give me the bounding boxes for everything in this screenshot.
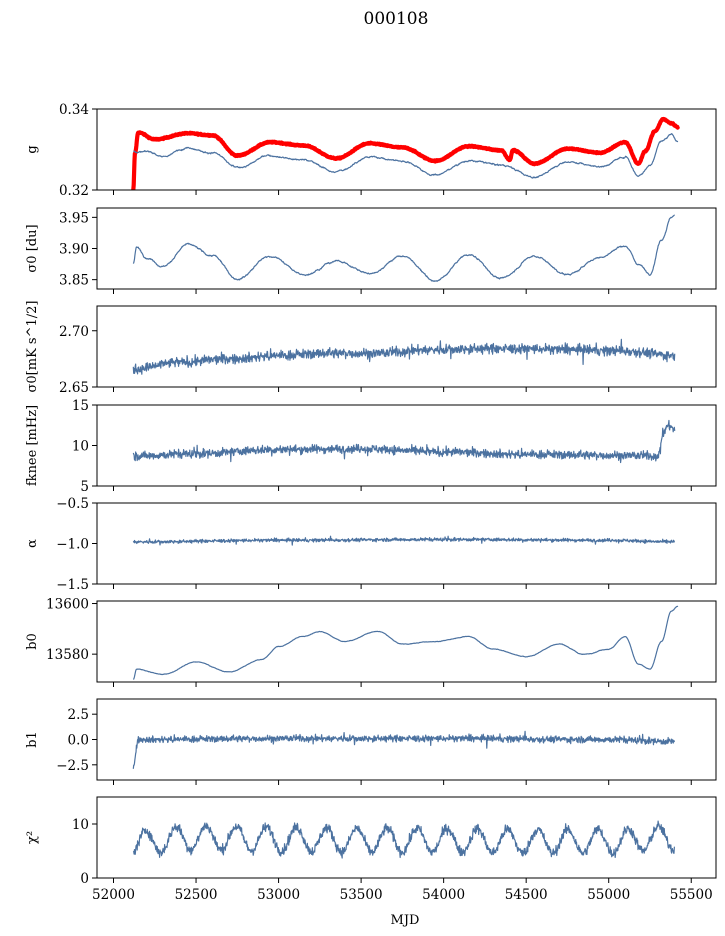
- series-line-1: [132, 730, 675, 769]
- series-line-1: [132, 338, 676, 375]
- panel-6-series: [132, 605, 679, 680]
- panel-7-series: [132, 730, 675, 769]
- panel-3: 2.65 2.70 σ0[mK s^1/2]: [25, 301, 717, 396]
- panel-5-series: [132, 535, 676, 546]
- series-line-1: [132, 535, 676, 546]
- y-axis-label: fknee [mHz]: [25, 405, 40, 486]
- y-tick-label: 10: [72, 439, 89, 455]
- y-tick-label: −1.5: [56, 577, 89, 593]
- y-tick-label: −2.5: [56, 758, 89, 774]
- panel-4-series: [132, 419, 676, 464]
- y-axis-label: b1: [25, 731, 40, 748]
- y-axis-label: σ0 [du]: [25, 224, 40, 272]
- x-tick-label: 52500: [175, 887, 218, 903]
- y-tick-label: −1.0: [56, 537, 89, 553]
- panel-2: 3.85 3.90 3.95 σ0 [du]: [25, 207, 717, 294]
- y-tick-label: 15: [72, 398, 89, 414]
- x-tick-label: 53500: [340, 887, 383, 903]
- panel-2-series: [132, 214, 675, 282]
- series-line-1: [132, 419, 676, 464]
- y-axis-label: b0: [25, 633, 40, 650]
- x-axis-label: MJD: [391, 913, 420, 928]
- panel-5: −1.5 −1.0 −0.5 α: [25, 496, 717, 593]
- y-tick-label: 13580: [46, 647, 89, 663]
- x-tick-label: 55000: [587, 887, 630, 903]
- panel-4: 5 10 15 fknee [mHz]: [25, 398, 717, 495]
- series-line-1: [132, 605, 679, 680]
- panels: 0.32 0.34 g 3.85 3.90 3.95 σ0 [du] 2.65 2.70 σ0[m…: [25, 102, 717, 903]
- x-tick-label: 54500: [505, 887, 548, 903]
- y-tick-label: 3.90: [59, 242, 89, 258]
- y-axis-label: σ0[mK s^1/2]: [25, 301, 40, 393]
- y-tick-label: 13600: [46, 597, 89, 613]
- series-line-1: [131, 116, 680, 190]
- series-line-1: [132, 214, 675, 282]
- y-tick-label: 5: [80, 479, 89, 495]
- y-tick-label: 0.34: [59, 102, 89, 118]
- y-tick-label: 3.85: [59, 273, 89, 289]
- panel-frame: [96, 404, 717, 487]
- x-tick-label: 53000: [257, 887, 300, 903]
- panel-frame: [96, 502, 717, 585]
- panel-3-series: [132, 338, 676, 375]
- panel-8-series: [132, 820, 676, 859]
- x-tick-label: 52000: [92, 887, 135, 903]
- y-tick-label: 2.5: [68, 707, 89, 723]
- panel-1-series: [131, 116, 680, 190]
- y-tick-label: 2.70: [59, 324, 89, 340]
- figure-title: 000108: [364, 9, 429, 29]
- y-axis-label: α: [25, 539, 40, 548]
- panel-7: −2.5 0.0 2.5 b1: [25, 698, 717, 785]
- panel-1: 0.32 0.34 g: [25, 102, 717, 199]
- y-tick-label: 0: [80, 871, 89, 887]
- panel-frame: [96, 305, 717, 388]
- panel-6: 13580 13600 b0: [25, 597, 717, 687]
- y-tick-label: 0.32: [59, 183, 89, 199]
- x-tick-label: 55500: [670, 887, 713, 903]
- y-tick-label: 2.65: [59, 380, 89, 396]
- panel-frame: [96, 600, 717, 683]
- y-tick-label: 0.0: [68, 733, 89, 749]
- panel-frame: [96, 207, 717, 290]
- y-tick-label: −0.5: [56, 496, 89, 512]
- y-tick-label: 10: [72, 817, 89, 833]
- panel-8: 0 10 52000 52500 53000 53500 54000 54500 55000 55…: [25, 796, 717, 903]
- y-axis-label: g: [25, 145, 40, 153]
- y-axis-label: χ²: [25, 831, 40, 844]
- series-line-1: [132, 820, 676, 859]
- panel-frame: [96, 108, 717, 191]
- series-line-2: [133, 133, 679, 179]
- y-tick-label: 3.95: [59, 210, 89, 226]
- panel-frame: [96, 796, 717, 879]
- x-tick-label: 54000: [422, 887, 465, 903]
